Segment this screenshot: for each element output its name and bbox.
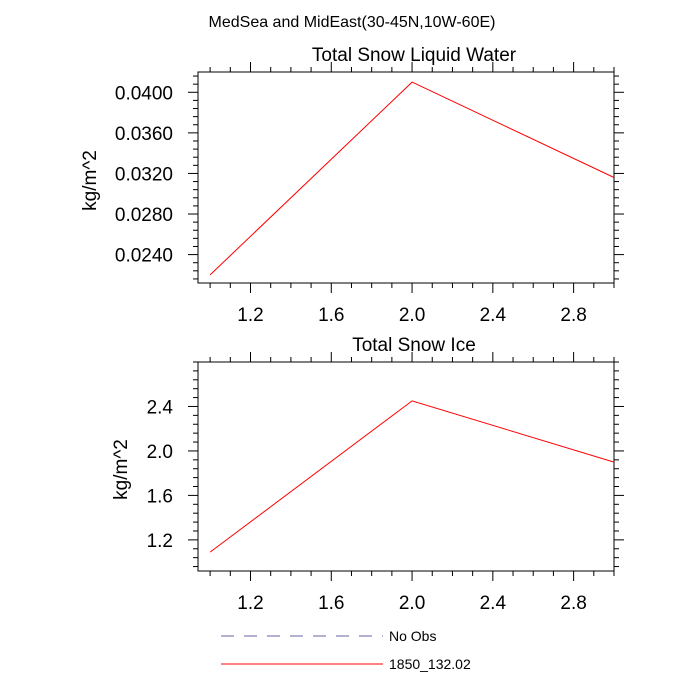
y-tick-label: 0.0280	[115, 205, 173, 226]
legend-label-2: 1850_132.02	[389, 656, 471, 672]
x-tick-label: 2.0	[399, 305, 425, 326]
x-tick-label: 2.4	[480, 593, 507, 614]
x-tick-label: 1.2	[237, 593, 263, 614]
chart-title: Total Snow Liquid Water	[312, 45, 517, 66]
y-tick-label: 2.4	[147, 397, 174, 418]
y-axis-label: kg/m^2	[111, 439, 132, 500]
y-tick-label: 1.2	[147, 531, 173, 552]
y-tick-label: 0.0240	[115, 246, 173, 267]
legend: No Obs 1850_132.02	[221, 628, 471, 672]
x-tick-label: 2.8	[560, 593, 586, 614]
x-tick-label: 1.6	[318, 305, 344, 326]
chart-panel-1: Total Snow Liquid Water 1.2 1.6 2.0 2.4 2.8 0.…	[80, 45, 624, 326]
series-line-1850_132.02	[209, 81, 615, 276]
y-axis-label: kg/m^2	[80, 150, 101, 211]
plot-frame	[197, 71, 615, 284]
figure-suptitle: MedSea and MidEast(30-45N,10W-60E)	[209, 14, 496, 31]
y-tick-label: 0.0360	[115, 124, 173, 145]
y-tick-label: 0.0400	[115, 83, 173, 104]
y-tick-label: 2.0	[147, 442, 173, 463]
chart-panel-2: Total Snow Ice 1.2 1.6 2.0 2.4 2.8 1.2 1.6 2.0 2.…	[111, 335, 624, 614]
plot-frame	[197, 361, 615, 572]
x-tick-label: 1.2	[237, 305, 263, 326]
chart-panels: Total Snow Liquid Water 1.2 1.6 2.0 2.4 2.8 0.…	[80, 45, 624, 614]
x-tick-label: 2.4	[480, 305, 507, 326]
chart-title: Total Snow Ice	[352, 335, 476, 356]
x-tick-label: 2.8	[560, 305, 586, 326]
x-tick-label: 1.6	[318, 593, 344, 614]
legend-label-1: No Obs	[389, 628, 436, 644]
series-line-1850_132.02	[209, 400, 615, 553]
x-tick-label: 2.0	[399, 593, 425, 614]
y-tick-label: 1.6	[147, 486, 173, 507]
y-tick-label: 0.0320	[115, 164, 173, 185]
